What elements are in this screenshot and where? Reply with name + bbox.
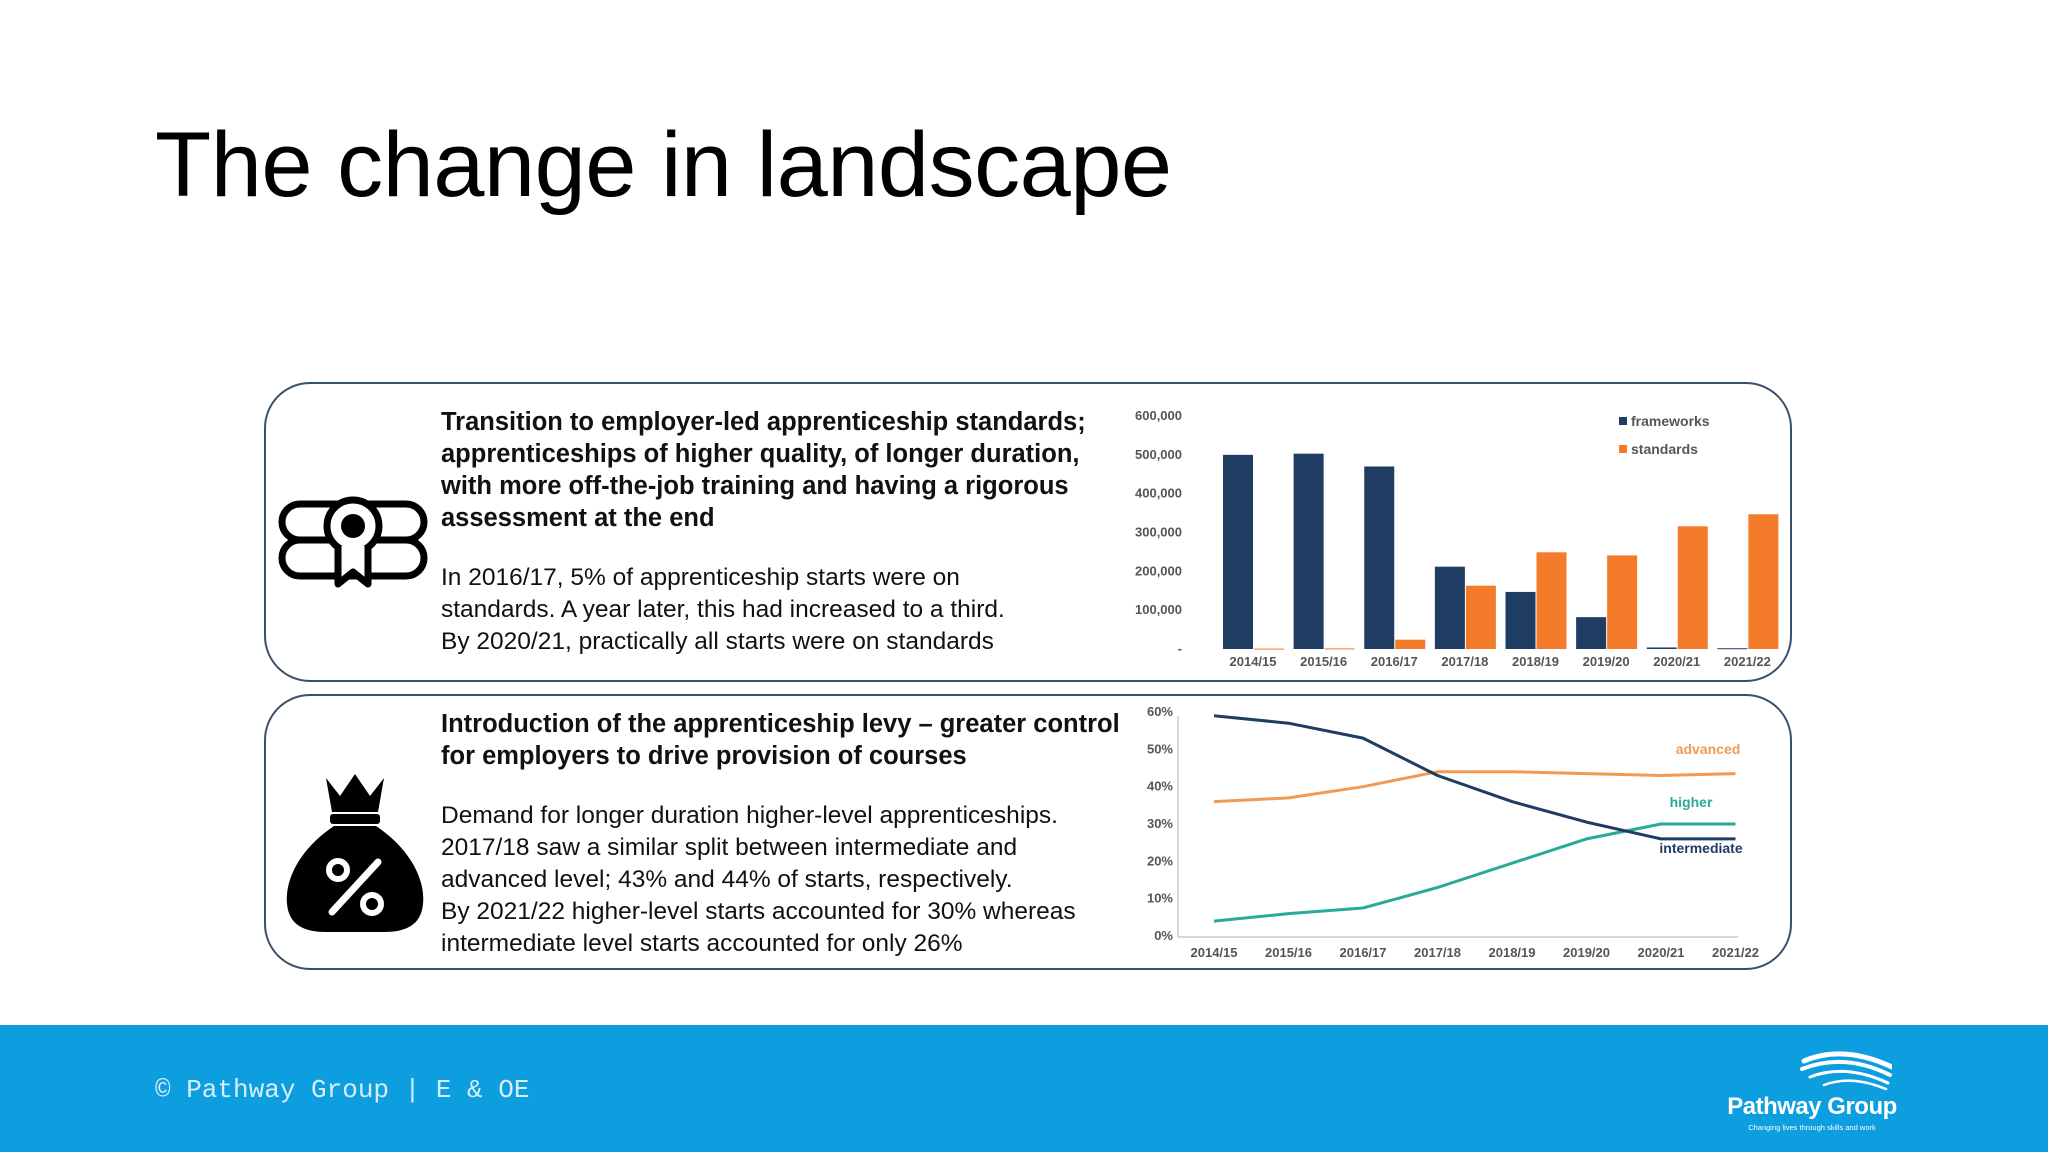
bar-standards bbox=[1395, 639, 1426, 649]
standards-line: By 2020/21, practically all starts were … bbox=[441, 628, 994, 655]
level-share-line-chart: 60% 50% 40% 30% 20% 10% 0% 2014/15 2015/16 2016/1… bbox=[1147, 704, 1759, 960]
y-tick-label: 60% bbox=[1147, 704, 1173, 719]
x-tick-label: 2019/20 bbox=[1563, 945, 1610, 960]
x-tick-label: 2014/15 bbox=[1230, 654, 1277, 669]
y-tick-label: 10% bbox=[1147, 891, 1173, 906]
x-tick-label: 2016/17 bbox=[1340, 945, 1387, 960]
x-tick-label: 2017/18 bbox=[1441, 654, 1488, 669]
logo-name: Pathway Group bbox=[1727, 1093, 1897, 1120]
certificate-scroll-icon bbox=[278, 496, 428, 588]
y-tick-label: 50% bbox=[1147, 741, 1173, 756]
copyright-text: © Pathway Group | E & OE bbox=[155, 1075, 530, 1105]
panel-levy: Introduction of the apprenticeship levy … bbox=[264, 694, 1792, 970]
x-tick-label: 2016/17 bbox=[1371, 654, 1418, 669]
legend-swatch-standards bbox=[1619, 445, 1627, 453]
bar-frameworks bbox=[1434, 566, 1465, 649]
levy-line: 2017/18 saw a similar split between inte… bbox=[441, 834, 1018, 861]
y-tick-label: 100,000 bbox=[1135, 602, 1182, 617]
x-tick-label: 2015/16 bbox=[1300, 654, 1347, 669]
y-tick-label: 20% bbox=[1147, 853, 1173, 868]
x-tick-label: 2015/16 bbox=[1265, 945, 1312, 960]
footer-bar: © Pathway Group | E & OE Pathway Group C… bbox=[0, 1025, 2048, 1152]
standards-line: In 2016/17, 5% of apprenticeship starts … bbox=[441, 564, 960, 591]
y-tick-label: 200,000 bbox=[1135, 563, 1182, 578]
levy-line: intermediate level starts accounted for … bbox=[441, 930, 963, 957]
money-bag-percent-icon bbox=[286, 774, 424, 932]
bar-frameworks bbox=[1223, 454, 1253, 649]
bar-frameworks bbox=[1293, 453, 1324, 649]
levy-text: Introduction of the apprenticeship levy … bbox=[441, 708, 1141, 960]
legend-swatch-frameworks bbox=[1619, 417, 1627, 425]
bar-standards bbox=[1607, 555, 1638, 649]
levy-paragraph: Demand for longer duration higher-level … bbox=[441, 800, 1141, 960]
levy-heading: Introduction of the apprenticeship levy … bbox=[441, 710, 1120, 770]
x-tick-label: 2019/20 bbox=[1583, 654, 1630, 669]
levy-line: Demand for longer duration higher-level … bbox=[441, 802, 1058, 829]
levy-line: advanced level; 43% and 44% of starts, r… bbox=[441, 866, 1013, 893]
y-tick-label: 0% bbox=[1154, 928, 1173, 943]
x-tick-label: 2020/21 bbox=[1653, 654, 1700, 669]
standards-heading: Transition to employer-led apprenticeshi… bbox=[441, 408, 1086, 532]
bar-standards bbox=[1677, 526, 1708, 649]
bar-frameworks bbox=[1576, 617, 1607, 649]
y-tick-label: 500,000 bbox=[1135, 447, 1182, 462]
bar-standards bbox=[1465, 585, 1496, 649]
legend-label-standards: standards bbox=[1631, 441, 1698, 457]
bar-frameworks bbox=[1717, 648, 1748, 650]
x-tick-label: 2017/18 bbox=[1414, 945, 1461, 960]
series-label-advanced: advanced bbox=[1676, 741, 1741, 757]
x-tick-label: 2014/15 bbox=[1191, 945, 1238, 960]
x-tick-label: 2020/21 bbox=[1638, 945, 1685, 960]
logo-tagline: Changing lives through skills and work bbox=[1748, 1123, 1876, 1132]
bar-standards bbox=[1324, 648, 1355, 650]
y-tick-label: - bbox=[1178, 641, 1182, 656]
y-tick-label: 30% bbox=[1147, 816, 1173, 831]
bar-standards bbox=[1536, 552, 1567, 649]
x-tick-label: 2021/22 bbox=[1724, 654, 1771, 669]
line-advanced bbox=[1213, 770, 1736, 804]
line-intermediate bbox=[1213, 714, 1736, 841]
panel-standards: Transition to employer-led apprenticeshi… bbox=[264, 382, 1792, 682]
standards-text: Transition to employer-led apprenticeshi… bbox=[441, 406, 1101, 658]
starts-bar-chart: 600,000 500,000 400,000 300,000 200,000 100,0… bbox=[1135, 408, 1779, 669]
series-label-higher: higher bbox=[1670, 794, 1713, 810]
x-tick-label: 2018/19 bbox=[1489, 945, 1536, 960]
pathway-wave-logo-icon bbox=[1800, 1051, 1892, 1091]
x-tick-label: 2018/19 bbox=[1512, 654, 1559, 669]
y-tick-label: 400,000 bbox=[1135, 486, 1182, 501]
bar-frameworks bbox=[1505, 591, 1536, 649]
levy-line: By 2021/22 higher-level starts accounted… bbox=[441, 898, 1076, 925]
y-tick-label: 40% bbox=[1147, 779, 1173, 794]
y-tick-label: 300,000 bbox=[1135, 525, 1182, 540]
line-higher bbox=[1213, 822, 1736, 923]
series-label-intermediate: intermediate bbox=[1659, 840, 1742, 856]
y-tick-label: 600,000 bbox=[1135, 408, 1182, 423]
x-tick-label: 2021/22 bbox=[1712, 945, 1759, 960]
standards-paragraph: In 2016/17, 5% of apprenticeship starts … bbox=[441, 562, 1101, 658]
legend-label-frameworks: frameworks bbox=[1631, 413, 1710, 429]
bar-standards bbox=[1748, 514, 1779, 649]
standards-line: standards. A year later, this had increa… bbox=[441, 596, 1005, 623]
slide-title: The change in landscape bbox=[155, 114, 1172, 216]
bar-frameworks bbox=[1364, 466, 1395, 649]
bar-standards bbox=[1254, 648, 1284, 650]
bar-frameworks bbox=[1646, 647, 1677, 649]
